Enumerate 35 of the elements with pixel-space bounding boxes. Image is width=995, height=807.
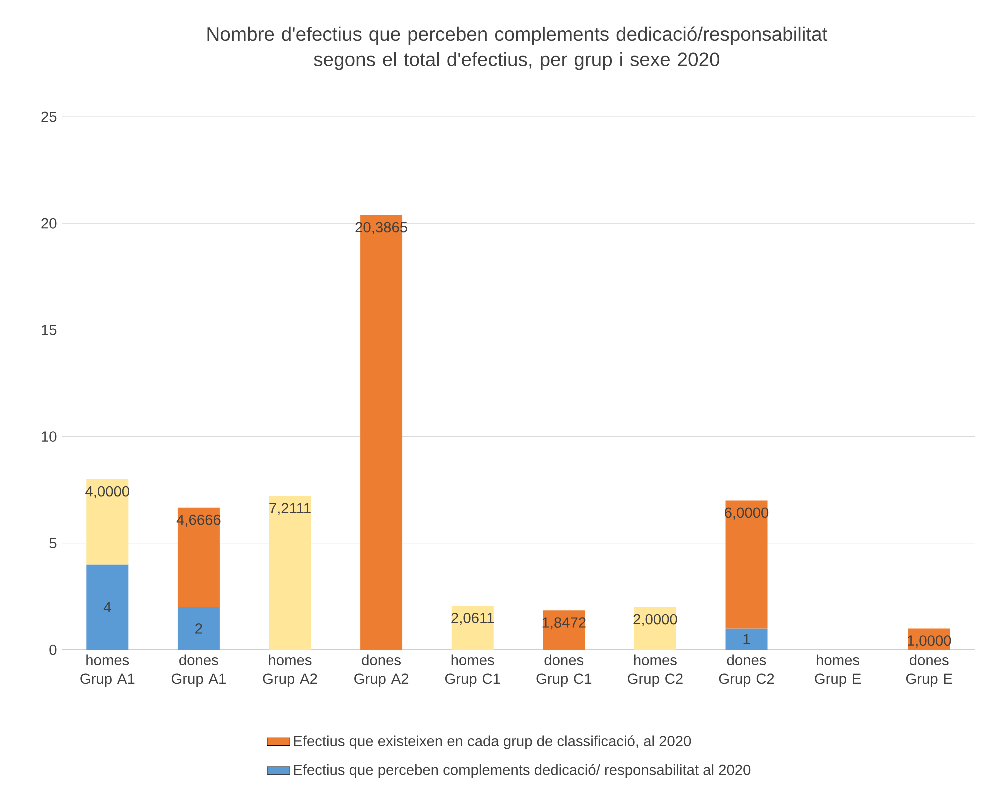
legend-label: Efectius que perceben complements dedicació/ responsabilitat al 2020 <box>294 764 751 778</box>
x-tick-label: dones Grup C2 <box>719 654 774 688</box>
x-tick-label: homes Grup A1 <box>80 654 135 688</box>
data-label: 7,2111 <box>270 503 311 516</box>
data-label: 4,0000 <box>86 486 130 499</box>
y-tick-label: 5 <box>50 538 57 549</box>
x-tick-label: homes Grup C2 <box>628 654 683 688</box>
x-tick-label: homes Grup C1 <box>445 654 500 688</box>
bar <box>452 606 494 650</box>
x-tick-label: dones Grup A1 <box>172 654 226 688</box>
bar <box>178 607 220 650</box>
bar <box>269 496 312 650</box>
bar <box>726 628 768 650</box>
y-tick-label: 25 <box>42 112 57 122</box>
data-label: 2,0000 <box>634 614 678 626</box>
chart-title: Nombre d'efectius que perceben complements dedicació/responsabilitat segons el total d'efectius, per grup i sexe 2020 <box>208 26 828 70</box>
y-tick-label: 20 <box>42 218 57 229</box>
y-tick-label: 0 <box>50 644 57 656</box>
x-tick-label: dones Grup A2 <box>354 654 409 688</box>
bar <box>86 479 129 565</box>
bar <box>86 564 129 650</box>
data-label: 2,0611 <box>452 613 494 626</box>
data-label: 4 <box>104 602 112 612</box>
x-tick-label: homes Grup E <box>815 654 862 688</box>
bar <box>634 607 676 650</box>
bar <box>178 508 220 608</box>
legend-label: Efectius que existeixen en cada grup de classificació, al 2020 <box>294 736 692 750</box>
bar <box>726 500 768 629</box>
data-label: 1 <box>744 634 750 644</box>
x-tick-label: dones Grup C1 <box>536 654 592 688</box>
x-tick-label: homes Grup A2 <box>263 654 318 688</box>
x-tick-label: dones Grup E <box>906 654 952 688</box>
data-label: 2 <box>196 624 202 634</box>
y-tick-label: 10 <box>42 432 57 442</box>
y-tick-label: 15 <box>42 325 57 336</box>
